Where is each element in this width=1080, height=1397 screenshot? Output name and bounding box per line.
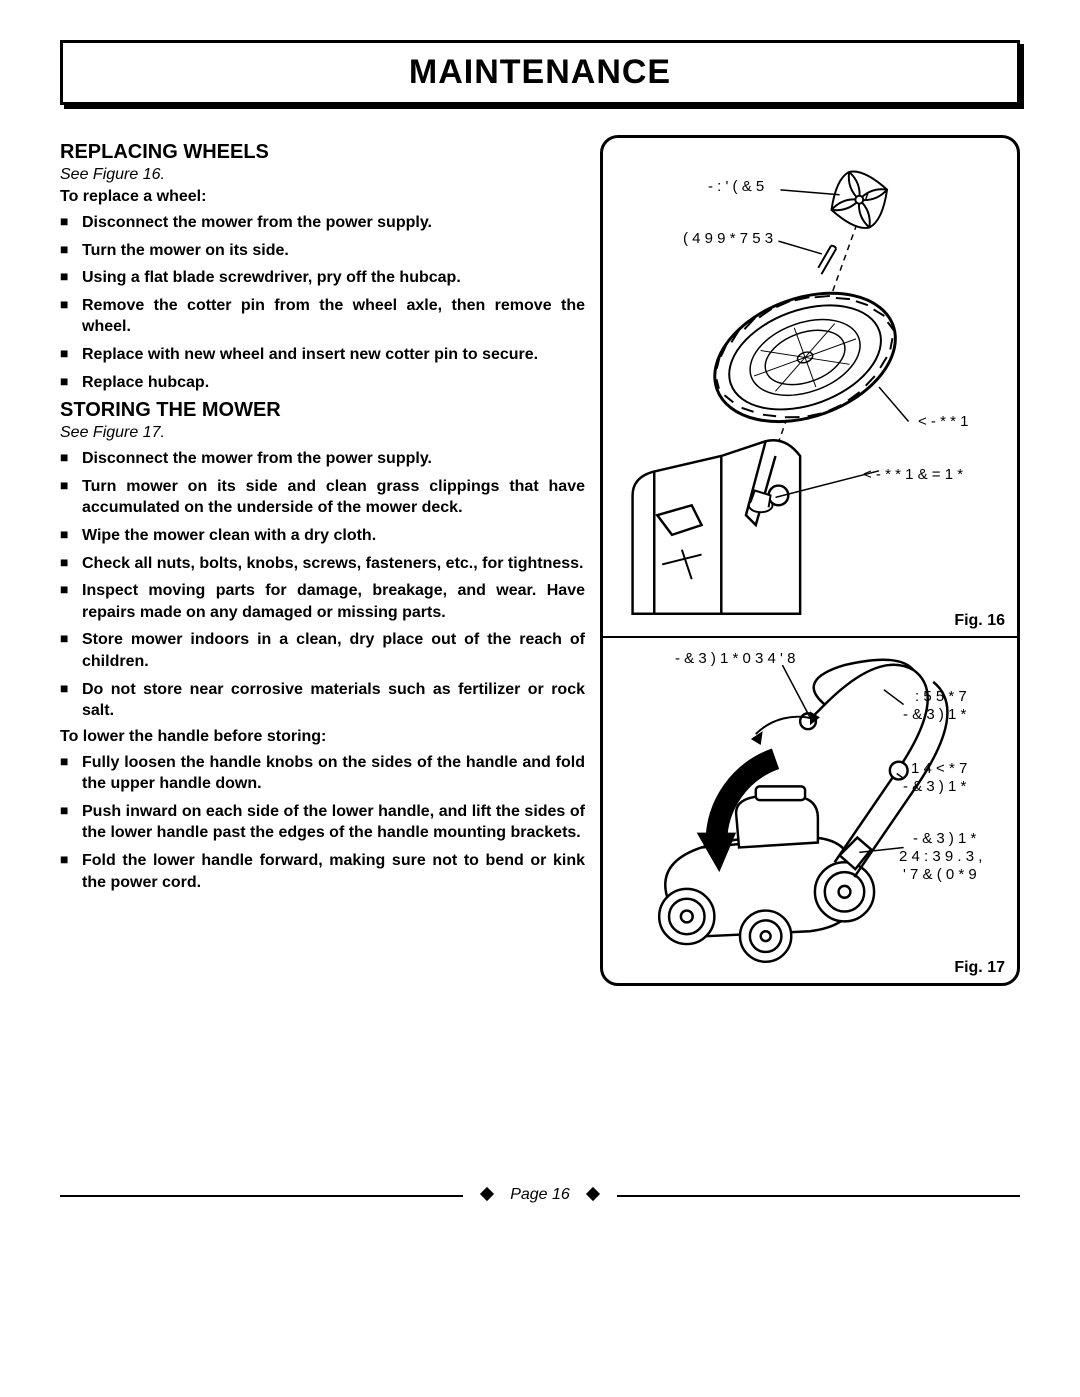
diamond-icon — [480, 1187, 494, 1201]
label-handle-knobs: - & 3 ) 1 * 0 3 4 ' 8 — [675, 650, 795, 667]
figure-17-caption: Fig. 17 — [954, 959, 1005, 977]
figure-16-caption: Fig. 16 — [954, 612, 1005, 630]
page-footer: Page 16 — [60, 1186, 1020, 1204]
label-upper-handle-a: : 5 5 * 7 — [915, 688, 967, 705]
label-hubcap: - : ' ( & 5 — [708, 178, 764, 195]
list-item: Fully loosen the handle knobs on the sid… — [60, 752, 585, 795]
list-item: Store mower indoors in a clean, dry plac… — [60, 629, 585, 672]
list-item: Turn the mower on its side. — [60, 240, 585, 262]
list-item: Disconnect the mower from the power supp… — [60, 212, 585, 234]
figure-frame: - : ' ( & 5 ( 4 9 9 * 7 5 3 < - * * 1 < … — [600, 135, 1020, 986]
label-bracket-b: 2 4 : 3 9 . 3 , — [899, 848, 982, 865]
list-item: Push inward on each side of the lower ha… — [60, 801, 585, 844]
section-heading-replacing-wheels: REPLACING WHEELS — [60, 141, 585, 164]
section-heading-storing: STORING THE MOWER — [60, 399, 585, 422]
label-lower-handle-a: 1 4 < * 7 — [911, 760, 967, 777]
text-column: REPLACING WHEELS See Figure 16. To repla… — [60, 135, 585, 986]
page-number: Page 16 — [496, 1186, 584, 1204]
list-item: Turn mower on its side and clean grass c… — [60, 476, 585, 519]
lower-handle-intro: To lower the handle before storing: — [60, 728, 585, 746]
figure-column: - : ' ( & 5 ( 4 9 9 * 7 5 3 < - * * 1 < … — [600, 135, 1020, 986]
list-item: Check all nuts, bolts, knobs, screws, fa… — [60, 553, 585, 575]
label-lower-handle-b: - & 3 ) 1 * — [903, 778, 966, 795]
figure-16-svg — [603, 138, 1017, 636]
label-wheel: < - * * 1 — [918, 413, 968, 430]
list-item: Remove the cotter pin from the wheel axl… — [60, 295, 585, 338]
list-item: Replace hubcap. — [60, 372, 585, 394]
replace-wheel-list: Disconnect the mower from the power supp… — [60, 212, 585, 393]
label-cotter-pin: ( 4 9 9 * 7 5 3 — [683, 230, 773, 247]
page-title: MAINTENANCE — [63, 53, 1017, 92]
page-title-box: MAINTENANCE — [60, 40, 1020, 105]
figure-16: - : ' ( & 5 ( 4 9 9 * 7 5 3 < - * * 1 < … — [603, 138, 1017, 638]
figure-17: - & 3 ) 1 * 0 3 4 ' 8 : 5 5 * 7 - & 3 ) … — [603, 638, 1017, 983]
diamond-icon — [586, 1187, 600, 1201]
list-item: Wipe the mower clean with a dry cloth. — [60, 525, 585, 547]
label-wheel-axle: < - * * 1 & = 1 * — [863, 466, 963, 483]
list-item: Inspect moving parts for damage, breakag… — [60, 580, 585, 623]
list-item: Do not store near corrosive materials su… — [60, 679, 585, 722]
replace-wheel-intro: To replace a wheel: — [60, 188, 585, 206]
see-figure-16: See Figure 16. — [60, 166, 585, 184]
label-bracket-c: ' 7 & ( 0 * 9 — [903, 866, 977, 883]
label-upper-handle-b: - & 3 ) 1 * — [903, 706, 966, 723]
storing-list: Disconnect the mower from the power supp… — [60, 448, 585, 722]
list-item: Disconnect the mower from the power supp… — [60, 448, 585, 470]
list-item: Replace with new wheel and insert new co… — [60, 344, 585, 366]
label-bracket-a: - & 3 ) 1 * — [913, 830, 976, 847]
list-item: Fold the lower handle forward, making su… — [60, 850, 585, 893]
lower-handle-list: Fully loosen the handle knobs on the sid… — [60, 752, 585, 894]
list-item: Using a flat blade screwdriver, pry off … — [60, 267, 585, 289]
see-figure-17: See Figure 17. — [60, 424, 585, 442]
